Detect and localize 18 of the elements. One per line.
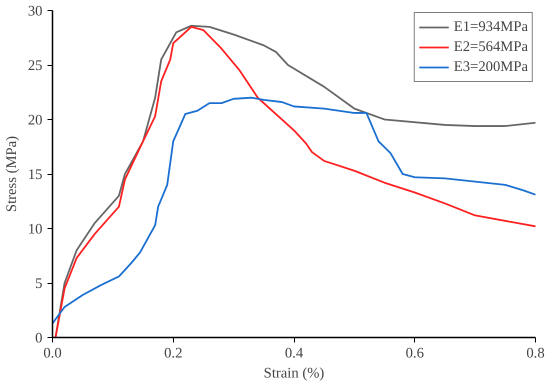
y-axis-title: Stress (MPa) bbox=[4, 136, 20, 212]
y-tick-label: 5 bbox=[35, 276, 42, 292]
x-tick-label: 0.4 bbox=[284, 346, 304, 362]
y-tick-label: 0 bbox=[35, 330, 42, 346]
line-series bbox=[52, 96, 536, 324]
legend-label: E1=934MPa bbox=[454, 18, 528, 36]
y-tick-label: 20 bbox=[28, 112, 42, 128]
y-tick-label: 15 bbox=[28, 167, 42, 183]
x-axis-title: Strain (%) bbox=[264, 366, 324, 382]
x-tick-label: 0.8 bbox=[526, 346, 545, 362]
x-tick-label: 0.0 bbox=[43, 346, 62, 362]
y-tick-label: 30 bbox=[28, 4, 42, 20]
x-tick-label: 0.2 bbox=[164, 346, 182, 362]
legend-label: E3=200MPa bbox=[454, 58, 528, 76]
x-tick-label: 0.6 bbox=[406, 346, 424, 362]
y-tick-label: 25 bbox=[28, 58, 42, 74]
legend-label: E2=564MPa bbox=[454, 38, 528, 56]
y-tick-label: 10 bbox=[28, 222, 42, 238]
